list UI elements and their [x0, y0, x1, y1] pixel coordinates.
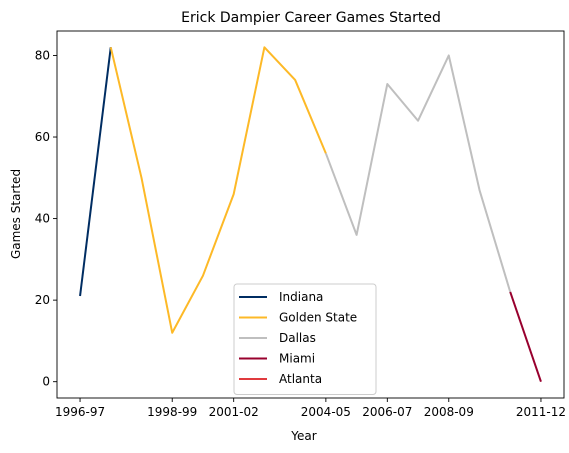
x-tick-label: 2004-05: [301, 405, 351, 419]
legend-label: Atlanta: [279, 372, 322, 386]
y-tick-label: 20: [35, 293, 50, 307]
x-axis: 1996-97 1998-99 2001-02 2004-05 2006-07 2008-…: [55, 398, 566, 419]
legend-label: Indiana: [279, 290, 323, 304]
series-line-0: [79, 47, 112, 297]
legend-frame: [233, 283, 377, 395]
legend-label: Golden State: [279, 311, 357, 325]
x-tick-label: 2001-02: [209, 405, 259, 419]
x-tick-label: 2011-12: [516, 405, 566, 419]
y-tick-label: 60: [35, 130, 50, 144]
y-tick-label: 40: [35, 212, 50, 226]
x-tick-label: 1996-97: [55, 405, 105, 419]
x-tick-label: 1998-99: [147, 405, 197, 419]
x-tick-label: 2006-07: [362, 405, 412, 419]
y-tick-label: 80: [35, 48, 50, 62]
y-axis-label: Games Started: [9, 169, 23, 259]
series-line-2: [324, 54, 512, 293]
series-line-1: [109, 46, 327, 334]
legend-label: Miami: [279, 352, 315, 366]
y-tick-label: 0: [42, 375, 50, 389]
chart-title: Erick Dampier Career Games Started: [181, 10, 441, 26]
x-axis-label: Year: [290, 429, 316, 443]
legend-label: Dallas: [279, 331, 316, 345]
series-line-3: [509, 291, 542, 383]
plot-frame: [56, 30, 565, 399]
legend: Indiana Golden State Dallas Miami Atlanta: [233, 283, 377, 395]
series-layer: [79, 46, 542, 383]
x-tick-label: 2008-09: [424, 405, 474, 419]
y-axis: 0 20 40 60 80: [35, 48, 57, 389]
